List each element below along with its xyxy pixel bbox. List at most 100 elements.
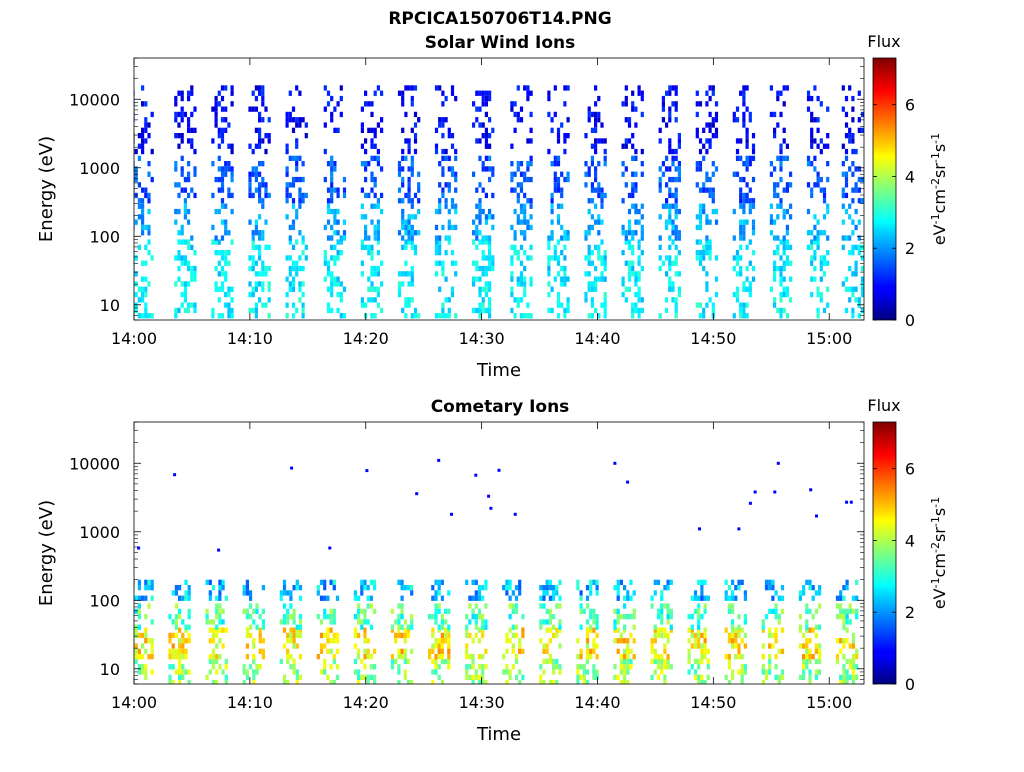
heatmap-cell [441, 133, 445, 139]
heatmap-cell [742, 117, 746, 123]
heatmap-cell [407, 297, 411, 303]
heatmap-cell [413, 85, 418, 91]
heatmap-cell [468, 674, 472, 680]
heatmap-cell [465, 669, 469, 675]
heatmap-cell [258, 85, 262, 91]
heatmap-cell [671, 286, 675, 292]
heatmap-cell [478, 302, 482, 308]
heatmap-cell [367, 161, 371, 167]
heatmap-cell [471, 614, 475, 620]
heatmap-cell [230, 208, 234, 215]
heatmap-cell [734, 627, 738, 633]
heatmap-cell [742, 219, 746, 225]
heatmap-cell [434, 608, 438, 614]
heatmap-cell [735, 117, 740, 123]
heatmap-cell [342, 286, 347, 292]
heatmap-cell [251, 239, 255, 245]
heatmap-cell [364, 214, 368, 220]
heatmap-cell [587, 260, 591, 266]
heatmap-cell [291, 224, 296, 231]
heatmap-cell [631, 155, 635, 161]
heatmap-cell [773, 265, 777, 272]
heatmap-cell [326, 286, 331, 292]
heatmap-cell [553, 111, 557, 118]
heatmap-cell [668, 219, 672, 225]
heatmap-cell [289, 638, 293, 644]
heatmap-cell [826, 302, 830, 308]
heatmap-cell [782, 265, 786, 272]
heatmap-cell [441, 171, 445, 177]
heatmap-cell [440, 654, 444, 660]
heatmap-cell [819, 230, 823, 236]
heatmap-cell [134, 658, 138, 665]
heatmap-cell [264, 271, 268, 277]
heatmap-cell [677, 161, 681, 167]
heatmap-cell [282, 579, 287, 585]
heatmap-cell [740, 638, 744, 644]
heatmap-cell [660, 603, 664, 609]
heatmap-cell [731, 643, 735, 649]
heatmap-cell [826, 143, 830, 149]
heatmap-cell [731, 590, 735, 596]
heatmap-cell [292, 585, 296, 591]
heatmap-cell [342, 230, 347, 236]
heatmap-cell [702, 203, 706, 209]
heatmap-cell [144, 286, 148, 292]
heatmap-cell [187, 95, 191, 102]
heatmap-cell [150, 579, 154, 585]
heatmap-cell [511, 603, 515, 609]
heatmap-cell [475, 230, 479, 236]
heatmap-cell [481, 122, 485, 128]
heatmap-cell [616, 590, 620, 596]
heatmap-cell [217, 286, 221, 292]
heatmap-cell [693, 638, 698, 644]
heatmap-cell [594, 244, 598, 250]
heatmap-cell [289, 603, 293, 609]
heatmap-cell [547, 90, 551, 96]
heatmap-cell [141, 276, 145, 282]
heatmap-cell [855, 608, 859, 614]
heatmap-cell [768, 658, 772, 665]
heatmap-cell [748, 286, 752, 292]
heatmap-cell [477, 674, 482, 680]
heatmap-cell [677, 235, 681, 241]
heatmap-cell [360, 239, 364, 245]
heatmap-cell [789, 214, 793, 220]
heatmap-cell [326, 101, 331, 107]
heatmap-cell [835, 603, 840, 609]
heatmap-cell [410, 590, 414, 596]
heatmap-cell [845, 658, 849, 665]
heatmap-cell [690, 614, 694, 620]
heatmap-cell [674, 208, 678, 215]
heatmap-cell [254, 85, 258, 91]
heatmap-cell [177, 239, 181, 245]
heatmap-cell [326, 203, 331, 209]
heatmap-cell [144, 117, 148, 123]
heatmap-cell [360, 585, 364, 591]
heatmap-cell [674, 101, 678, 107]
heatmap-cell [472, 171, 476, 177]
heatmap-cell [447, 648, 451, 654]
heatmap-cell [547, 239, 551, 245]
heatmap-cell [631, 250, 635, 256]
heatmap-cell [739, 307, 743, 314]
heatmap-cell [137, 654, 141, 660]
heatmap-cell [258, 133, 262, 139]
heatmap-cell [230, 166, 234, 172]
heatmap-cell [291, 182, 296, 188]
heatmap-cell [585, 648, 590, 654]
heatmap-cell [211, 192, 215, 199]
heatmap-cell [267, 281, 271, 287]
heatmap-cell [147, 250, 151, 256]
heatmap-cell [282, 585, 287, 591]
heatmap-cell [187, 90, 191, 96]
heatmap-cell [813, 138, 817, 144]
heatmap-cell [626, 614, 630, 620]
heatmap-cell [328, 546, 332, 550]
heatmap-cell [735, 260, 740, 266]
heatmap-cell [674, 302, 678, 308]
heatmap-cell [631, 101, 635, 107]
heatmap-cell [851, 608, 856, 614]
heatmap-cell [484, 624, 488, 630]
